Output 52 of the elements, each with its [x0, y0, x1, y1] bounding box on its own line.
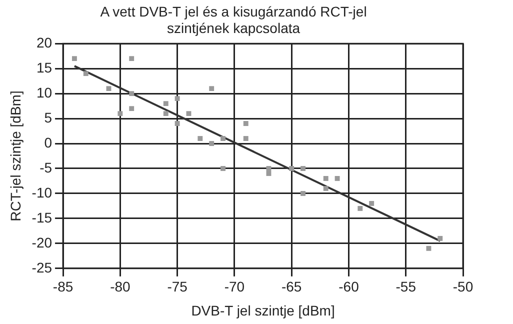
point [323, 176, 328, 181]
point [438, 236, 443, 241]
point [369, 200, 374, 206]
point [209, 86, 214, 92]
point [243, 121, 248, 126]
point [174, 121, 180, 126]
y-tick-label: 20 [36, 34, 52, 50]
point [163, 111, 168, 116]
point [266, 166, 272, 171]
y-tick-label: -15 [32, 209, 52, 226]
point [220, 166, 226, 171]
point [209, 141, 214, 146]
x-axis-title: DVB-T jel szintje [dBm] [191, 302, 335, 318]
point [334, 176, 340, 181]
point [300, 190, 306, 196]
y-tick-label: -20 [32, 234, 52, 250]
point [198, 136, 203, 141]
x-tick-label: -85 [52, 278, 74, 295]
y-tick-label: 5 [44, 109, 52, 126]
x-tick-label: -70 [224, 278, 245, 295]
y-tick-label: -25 [32, 259, 52, 276]
y-tick-label: 15 [36, 59, 52, 76]
point [72, 56, 77, 62]
y-tick-label: 0 [44, 134, 52, 150]
x-tick-label: -75 [167, 278, 188, 295]
point [129, 91, 134, 96]
point [266, 171, 272, 176]
y-tick-label: 10 [36, 84, 52, 100]
point [243, 136, 248, 141]
point [426, 246, 432, 251]
point [83, 71, 88, 76]
y-axis-title: RCT-jel szintje [dBm] [7, 90, 24, 222]
point [289, 166, 294, 171]
point [129, 106, 134, 112]
x-tick-label: -60 [338, 278, 360, 295]
point [118, 111, 123, 116]
chart-title: A vett DVB-T jel és a kisugárzandó RCT-jel szintjének kapcsolata [100, 3, 367, 36]
y-tick-label: -5 [40, 159, 52, 176]
point [220, 136, 226, 141]
point [106, 86, 112, 92]
x-tick-label: -55 [396, 278, 416, 295]
point [358, 206, 363, 211]
point [163, 101, 168, 106]
x-tick-label: -50 [452, 278, 474, 295]
point [323, 186, 328, 191]
y-tick-label: -10 [32, 184, 52, 200]
point [174, 96, 180, 102]
point [186, 111, 192, 116]
point [129, 56, 134, 62]
x-tick-label: -65 [281, 278, 302, 295]
x-tick-label: -80 [110, 278, 131, 295]
point [300, 166, 306, 171]
